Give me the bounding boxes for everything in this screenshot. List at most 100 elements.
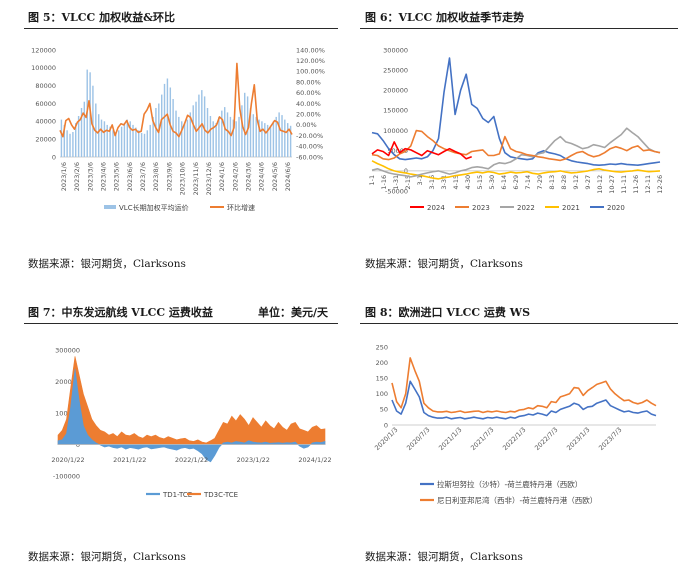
fig8-x-tick-1: 2020/7/3 bbox=[405, 426, 431, 452]
fig7-y-tick-4: 300000 bbox=[55, 346, 80, 354]
fig5-bar-42 bbox=[181, 121, 183, 157]
fig6-y-tick-6: 250000 bbox=[383, 66, 408, 74]
fig7-x-tick-0: 2020/1/22 bbox=[51, 456, 84, 464]
fig5-bar-79 bbox=[287, 123, 289, 157]
fig5-bar-32 bbox=[152, 116, 154, 157]
fig8-y-tick-2: 100 bbox=[376, 390, 388, 398]
fig5-x-tick-16: 2024/5/6 bbox=[271, 162, 279, 191]
fig5-bar-29 bbox=[143, 133, 146, 157]
fig5-bar-18 bbox=[112, 130, 114, 158]
fig8-y-tick-4: 200 bbox=[376, 359, 388, 367]
fig5-bar-26 bbox=[135, 127, 137, 157]
fig5-bar-62 bbox=[238, 116, 240, 157]
fig5-bar-67 bbox=[252, 114, 255, 157]
fig8-x-tick-3: 2021/7/3 bbox=[469, 426, 495, 452]
fig6-y-tick-0: -50000 bbox=[385, 187, 408, 195]
fig6-x-tick-2: 1-31 bbox=[392, 175, 400, 190]
fig5-bar-58 bbox=[226, 112, 229, 157]
fig5-bar-66 bbox=[249, 108, 252, 157]
fig5-x-tick-0: 2023/1/6 bbox=[60, 162, 68, 191]
fig5-y-tick-0: 0 bbox=[52, 153, 56, 161]
fig6-x-tick-10: 5-30 bbox=[488, 175, 496, 190]
fig5-bar-50 bbox=[203, 96, 206, 157]
fig5-y2-tick-2: -20.00% bbox=[296, 132, 323, 140]
fig7-x-tick-3: 2023/1/22 bbox=[237, 456, 270, 464]
fig5-bar-15 bbox=[103, 121, 106, 157]
fig8-legend-label-0: 拉斯坦努拉（沙特）-荷兰鹿特丹港（西欧） bbox=[437, 479, 582, 489]
fig5-y-tick-1: 20000 bbox=[35, 135, 56, 143]
fig5-bar-65 bbox=[246, 96, 249, 157]
fig5-bar-2 bbox=[66, 130, 68, 158]
fig8-x-tick-5: 2022/7/3 bbox=[533, 426, 559, 452]
fig5-bar-25 bbox=[132, 124, 134, 157]
fig6-x-tick-17: 9-12 bbox=[572, 175, 580, 190]
fig8-line-0 bbox=[391, 380, 657, 420]
fig5-bar-80 bbox=[289, 125, 292, 157]
fig8-y-tick-5: 250 bbox=[376, 343, 388, 351]
fig5-legend-line-label: 环比增速 bbox=[227, 203, 255, 212]
fig6-legend-label-2022: 2022 bbox=[517, 204, 535, 212]
fig5-bar-31 bbox=[149, 124, 151, 157]
fig5-y2-tick-5: 40.00% bbox=[296, 100, 321, 108]
fig5-bar-63 bbox=[241, 105, 243, 157]
fig6-x-tick-13: 7-14 bbox=[524, 175, 532, 190]
fig5-y2-tick-10: 140.00% bbox=[296, 46, 325, 54]
fig7-x-tick-4: 2024/1/22 bbox=[298, 456, 331, 464]
fig5-bar-57 bbox=[224, 107, 226, 157]
fig6-legend-label-2020: 2020 bbox=[607, 204, 625, 212]
fig8-x-tick-0: 2020/1/3 bbox=[373, 426, 399, 452]
fig5-bar-48 bbox=[198, 94, 200, 157]
fig5-bar-69 bbox=[258, 119, 260, 157]
fig5-x-tick-9: 2023/10/6 bbox=[179, 162, 187, 195]
fig5-bar-75 bbox=[275, 116, 277, 157]
fig5-x-tick-13: 2024/2/6 bbox=[231, 162, 239, 191]
fig6-x-tick-16: 8-28 bbox=[560, 175, 568, 190]
fig7-area-TD1-TCE bbox=[57, 368, 326, 463]
fig5-y-tick-5: 100000 bbox=[31, 64, 56, 72]
fig5-bar-1 bbox=[63, 124, 66, 157]
fig5-bar-4 bbox=[72, 132, 74, 157]
fig5-bar-44 bbox=[186, 119, 189, 157]
fig5-bar-71 bbox=[264, 123, 266, 157]
fig7-y-tick-0: -100000 bbox=[53, 472, 80, 480]
fig7-y-tick-3: 200000 bbox=[55, 378, 80, 386]
fig6-y-tick-2: 50000 bbox=[387, 147, 408, 155]
fig5-bar-11 bbox=[92, 85, 94, 157]
fig8-y-tick-1: 50 bbox=[380, 406, 388, 414]
fig5-x-tick-8: 2023/9/6 bbox=[165, 162, 173, 191]
fig5-y2-tick-6: 60.00% bbox=[296, 89, 321, 97]
fig8-y-tick-3: 150 bbox=[376, 375, 388, 383]
fig5-x-tick-2: 2023/3/6 bbox=[86, 162, 94, 191]
fig5-bar-45 bbox=[189, 112, 192, 157]
fig7-legend-label-TD1-TCE: TD1-TCE bbox=[162, 491, 192, 499]
fig6-legend-label-2021: 2021 bbox=[562, 204, 580, 212]
fig6-x-tick-4: 3-1 bbox=[416, 175, 424, 186]
fig5-legend-bar-label: VLC长期加权平均运价 bbox=[119, 203, 189, 212]
fig5-bar-14 bbox=[100, 119, 103, 157]
fig5-x-tick-10: 2023/11/6 bbox=[192, 162, 200, 195]
fig6-x-tick-19: 10-12 bbox=[596, 175, 604, 194]
fig5-bar-59 bbox=[229, 116, 232, 157]
fig5-bar-64 bbox=[244, 92, 246, 157]
fig5-x-tick-12: 2024/1/6 bbox=[218, 162, 226, 191]
fig5-bar-5 bbox=[75, 123, 77, 157]
fig6-x-tick-20: 10-27 bbox=[608, 175, 616, 194]
fig5-bar-33 bbox=[155, 108, 157, 157]
fig5-x-tick-6: 2023/7/6 bbox=[139, 162, 147, 191]
fig5-y2-tick-8: 100.00% bbox=[296, 68, 325, 76]
fig6-x-tick-15: 8-13 bbox=[548, 175, 556, 190]
fig5-bar-43 bbox=[183, 123, 186, 157]
fig5-bar-35 bbox=[161, 94, 163, 157]
fig6-y-tick-7: 300000 bbox=[383, 46, 408, 54]
fig6-x-tick-23: 12-11 bbox=[644, 175, 652, 194]
fig7-legend-label-TD3C-TCE: TD3C-TCE bbox=[203, 491, 238, 499]
fig5-bar-36 bbox=[163, 83, 166, 157]
fig6-line-2024 bbox=[371, 141, 472, 160]
fig5-bar-37 bbox=[166, 78, 169, 157]
fig6-y-tick-5: 200000 bbox=[383, 87, 408, 95]
fig5-bar-13 bbox=[98, 114, 100, 157]
fig6-title-rule bbox=[360, 28, 678, 29]
